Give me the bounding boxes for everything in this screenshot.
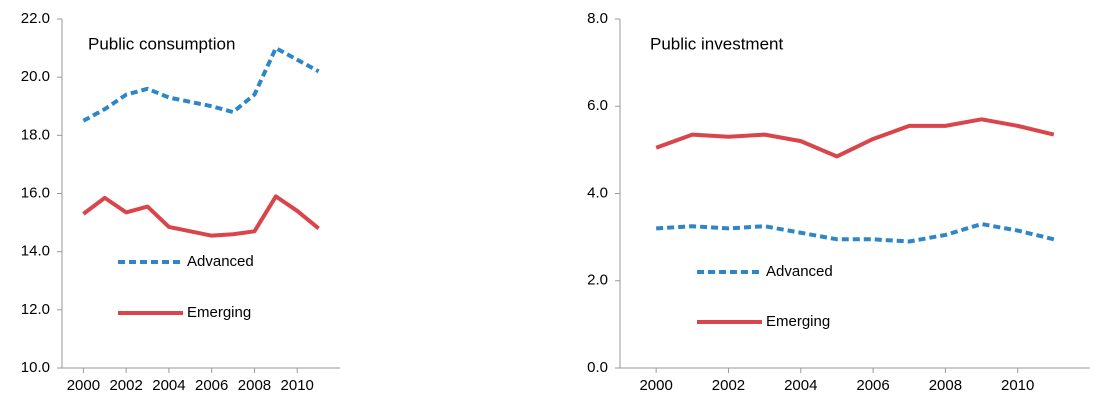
y-tick-label: 18.0 [21, 126, 50, 143]
series-line [82, 194, 320, 238]
legend-label: Advanced [187, 253, 254, 270]
legend-label: Emerging [766, 313, 830, 330]
legend-label: Advanced [766, 263, 833, 280]
series-line [82, 46, 320, 123]
y-tick-label: 16.0 [21, 184, 50, 201]
y-tick-label: 10.0 [21, 359, 50, 376]
x-tick-label: 2002 [109, 377, 142, 394]
x-tick-label: 2010 [281, 377, 314, 394]
y-tick-label: 22.0 [21, 10, 50, 27]
y-tick-label: 20.0 [21, 68, 50, 85]
x-tick-label: 2004 [152, 377, 185, 394]
x-tick-label: 2000 [67, 377, 100, 394]
y-tick-label: 14.0 [21, 243, 50, 260]
x-tick-label: 2000 [639, 377, 672, 394]
x-tick-label: 2006 [856, 377, 889, 394]
x-tick-label: 2008 [929, 377, 962, 394]
y-tick-label: 6.0 [587, 97, 608, 114]
y-tick-label: 4.0 [587, 184, 608, 201]
panel-title: Public consumption [88, 34, 235, 53]
y-tick-label: 8.0 [587, 10, 608, 27]
x-tick-label: 2008 [238, 377, 271, 394]
x-tick-label: 2006 [195, 377, 228, 394]
y-tick-label: 0.0 [587, 359, 608, 376]
series-line [656, 222, 1055, 244]
y-tick-label: 2.0 [587, 272, 608, 289]
x-tick-label: 2002 [712, 377, 745, 394]
x-tick-label: 2010 [1001, 377, 1034, 394]
y-tick-label: 12.0 [21, 301, 50, 318]
x-tick-label: 2004 [784, 377, 817, 394]
panel-title: Public investment [650, 34, 784, 53]
series-line [655, 117, 1055, 159]
legend-label: Emerging [187, 304, 251, 321]
